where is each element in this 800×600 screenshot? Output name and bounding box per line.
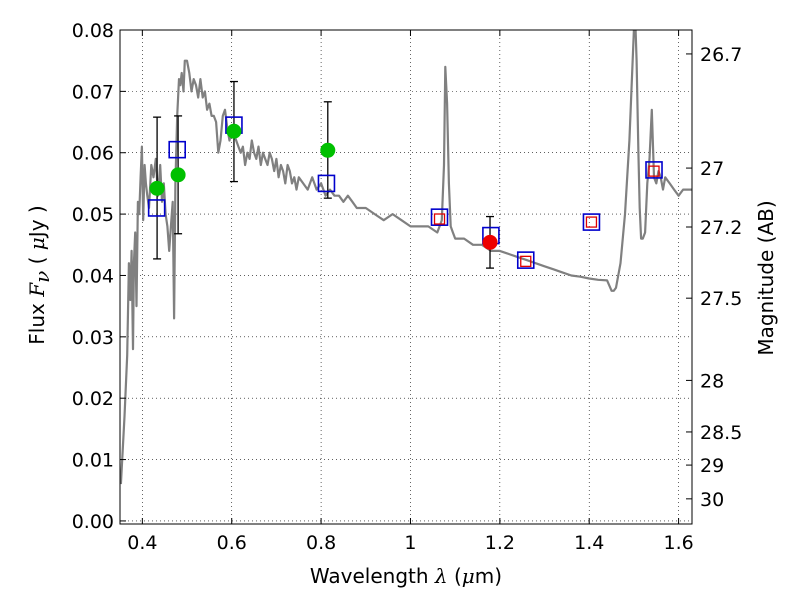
red-square-point — [585, 216, 598, 228]
x-tick-label: 1.6 — [663, 532, 693, 554]
mag-tick-label: 28.5 — [700, 422, 742, 444]
model-spectrum — [120, 30, 692, 485]
y-tick-label: 0.07 — [72, 81, 114, 103]
green-circle-point — [170, 167, 186, 183]
data-markers — [147, 116, 663, 269]
y-tick-label: 0.02 — [72, 388, 114, 410]
mag-tick-label: 26.7 — [700, 44, 742, 66]
y2-axis-label: Magnitude (AB) — [754, 200, 778, 355]
red-square-point — [520, 255, 532, 268]
y-tick-label: 0.08 — [72, 20, 114, 42]
x-tick-label: 0.6 — [217, 532, 247, 554]
y-tick-label: 0.06 — [72, 143, 114, 165]
y-tick-label: 0.01 — [72, 450, 114, 472]
mag-tick-label: 27.2 — [700, 217, 742, 239]
x-tick-label: 1.2 — [485, 532, 515, 554]
x-tick-label: 1 — [404, 532, 416, 554]
blue-square-point — [516, 251, 535, 269]
x-tick-label: 0.4 — [127, 532, 157, 554]
x-axis-label: Wavelength λ (μm) — [310, 564, 502, 588]
blue-square-point — [317, 174, 336, 193]
y-tick-label: 0.00 — [72, 511, 114, 533]
y-axis-label: Flux Fν ( μJy ) — [25, 205, 54, 344]
mag-tick-label: 27.5 — [700, 288, 742, 310]
blue-square-point — [582, 213, 601, 231]
y-tick-label: 0.05 — [72, 204, 114, 226]
mag-tick-label: 27 — [700, 158, 724, 180]
red-circle-point — [482, 234, 498, 250]
x-tick-label: 1.4 — [574, 532, 604, 554]
blue-square-point — [168, 140, 186, 159]
mag-tick-label: 30 — [700, 489, 724, 511]
model-spectrum-line — [120, 30, 692, 485]
blue-square-point — [147, 199, 166, 217]
red-square-point — [648, 165, 660, 177]
blue-square-point — [645, 161, 663, 179]
green-circle-point — [226, 123, 242, 139]
green-circle-point — [149, 180, 165, 196]
plot-frame — [119, 29, 693, 525]
axis-ticks: 0.4 0.6 0.8 1 1.2 1.4 1.6 0.00 0.01 0.02 0.03 0.04 0… — [72, 20, 743, 554]
green-circle-point — [320, 142, 336, 158]
mag-tick-label: 29 — [700, 455, 724, 477]
y-tick-label: 0.03 — [72, 327, 114, 349]
blue-square-point — [430, 208, 449, 226]
x-tick-label: 0.8 — [306, 532, 336, 554]
y-tick-label: 0.04 — [72, 265, 114, 287]
red-square-point — [433, 213, 446, 225]
mag-tick-label: 28 — [700, 370, 724, 392]
